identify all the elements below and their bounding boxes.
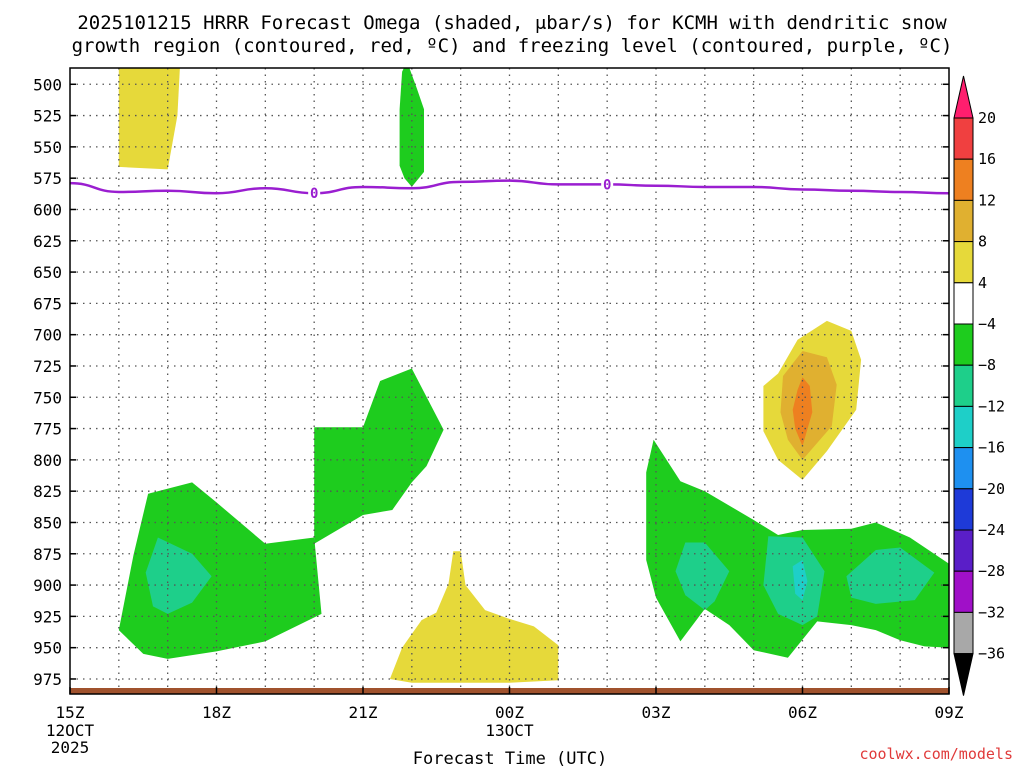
omega-region-3 — [145, 537, 212, 614]
colorbar-label-9: −20 — [978, 480, 1005, 498]
colorbar-label-5: −4 — [978, 315, 996, 333]
colorbar-label-13: −36 — [978, 645, 1005, 663]
x-date-label-1-0: 13OCT — [485, 721, 534, 740]
colorbar-label-1: 16 — [978, 150, 996, 168]
colorbar-swatch-4 — [953, 241, 974, 284]
x-tick-label-00Z: 00Z — [495, 703, 524, 722]
credit-text: coolwx.com/models — [859, 745, 1013, 763]
colorbar-label-12: −32 — [978, 603, 1005, 621]
colorbar-label-2: 12 — [978, 191, 996, 209]
colorbar-swatch-11 — [953, 529, 974, 572]
colorbar-swatch-9 — [953, 447, 974, 490]
colorbar-swatch-13 — [953, 611, 974, 655]
x-date-label-0-1: 2025 — [51, 738, 90, 757]
colorbar-swatch-7 — [953, 364, 974, 407]
omega-region-0 — [118, 68, 180, 170]
x-tick-label-21Z: 21Z — [349, 703, 378, 722]
y-tick-label-525: 525 — [33, 107, 62, 126]
colorbar-swatch-1 — [953, 117, 974, 160]
x-axis-label: Forecast Time (UTC) — [413, 749, 607, 768]
omega-shaded-regions — [118, 68, 949, 683]
chart-title-line-2: growth region (contoured, red, ºC) and f… — [72, 35, 953, 57]
colorbar-label-8: −16 — [978, 439, 1005, 457]
freezing-label-bg-0 — [308, 185, 321, 201]
y-tick-label-675: 675 — [33, 294, 62, 313]
y-tick-label-975: 975 — [33, 670, 62, 689]
freezing-label-bg-1 — [601, 176, 614, 192]
colorbar-swatch-2 — [953, 158, 974, 201]
omega-region-10 — [846, 547, 935, 604]
y-tick-label-725: 725 — [33, 357, 62, 376]
y-tick-label-900: 900 — [33, 576, 62, 595]
gridlines — [70, 68, 949, 694]
pressure-axis: 500 525 550 575 600 625 650 675 700 725 750 775 800 8… — [33, 75, 949, 689]
chart-title-line-1: 2025101215 HRRR Forecast Omega (shaded, … — [77, 12, 947, 34]
y-tick-label-825: 825 — [33, 482, 62, 501]
y-tick-label-700: 700 — [33, 326, 62, 345]
colorbar-swatch-10 — [953, 488, 974, 531]
colorbar-label-6: −8 — [978, 356, 996, 374]
y-tick-label-775: 775 — [33, 420, 62, 439]
colorbar-label-4: 4 — [978, 274, 987, 292]
y-tick-label-850: 850 — [33, 513, 62, 532]
x-tick-label-03Z: 03Z — [642, 703, 671, 722]
omega-region-9 — [792, 560, 808, 601]
y-tick-label-625: 625 — [33, 232, 62, 251]
x-tick-label-15Z: 15Z — [56, 703, 85, 722]
y-tick-label-800: 800 — [33, 451, 62, 470]
colorbar-label-7: −12 — [978, 397, 1005, 415]
omega-region-4 — [314, 368, 444, 544]
x-tick-label-06Z: 06Z — [788, 703, 817, 722]
y-tick-label-950: 950 — [33, 639, 62, 658]
y-tick-label-750: 750 — [33, 388, 62, 407]
colorbar-label-0: 20 — [978, 109, 996, 127]
colorbar-legend: 20 16 12 8 4 −4 −8 −12 −16 −20 −24 −28 −32 −36 — [953, 75, 1005, 696]
colorbar-top-triangle — [953, 75, 974, 119]
freezing-level-line — [69, 179, 950, 195]
x-tick-label-18Z: 18Z — [202, 703, 231, 722]
y-tick-label-500: 500 — [33, 75, 62, 94]
y-tick-label-875: 875 — [33, 545, 62, 564]
y-tick-label-925: 925 — [33, 607, 62, 626]
colorbar-label-11: −28 — [978, 562, 1005, 580]
omega-region-13 — [792, 377, 813, 447]
omega-region-2 — [118, 482, 322, 659]
y-tick-label-650: 650 — [33, 263, 62, 282]
colorbar-swatch-3 — [953, 199, 974, 243]
colorbar-swatch-12 — [953, 570, 974, 613]
freezing-level-label-1: 0 — [603, 177, 611, 193]
freezing-level-contour: 00 — [69, 176, 950, 202]
freezing-level-label-0: 0 — [310, 186, 318, 202]
x-date-label-0-0: 12OCT — [46, 721, 95, 740]
colorbar-swatch-6 — [953, 323, 974, 366]
colorbar-bottom-triangle — [953, 653, 974, 696]
colorbar-label-3: 8 — [978, 233, 987, 251]
omega-region-7 — [675, 542, 730, 611]
colorbar-swatch-8 — [953, 405, 974, 449]
colorbar-label-10: −24 — [978, 521, 1005, 539]
colorbar-swatch-5 — [953, 282, 974, 325]
omega-region-8 — [763, 536, 825, 626]
y-tick-label-575: 575 — [33, 169, 62, 188]
x-tick-label-09Z: 09Z — [935, 703, 964, 722]
y-tick-label-550: 550 — [33, 138, 62, 157]
y-tick-label-600: 600 — [33, 200, 62, 219]
